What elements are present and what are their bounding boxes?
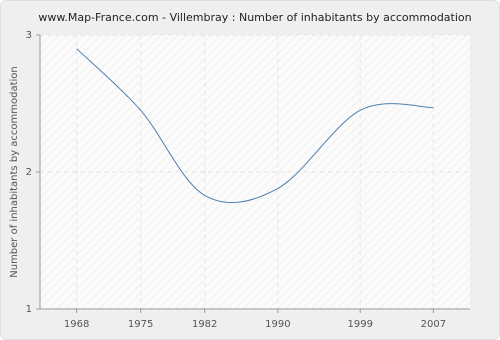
x-tick-label: 2007 bbox=[421, 319, 446, 330]
x-tick-label: 1999 bbox=[347, 319, 372, 330]
x-tick-label: 1975 bbox=[128, 319, 153, 330]
y-tick-label: 3 bbox=[26, 30, 32, 41]
y-tick-label: 2 bbox=[26, 167, 32, 178]
x-tick-label: 1990 bbox=[265, 319, 290, 330]
y-axis-label: Number of inhabitants by accommodation bbox=[9, 66, 20, 278]
x-tick-label: 1982 bbox=[192, 319, 217, 330]
chart-title: www.Map-France.com - Villembray : Number… bbox=[38, 11, 471, 24]
x-tick-label: 1968 bbox=[64, 319, 89, 330]
line bbox=[76, 48, 434, 203]
y-tick-label: 1 bbox=[26, 304, 32, 315]
